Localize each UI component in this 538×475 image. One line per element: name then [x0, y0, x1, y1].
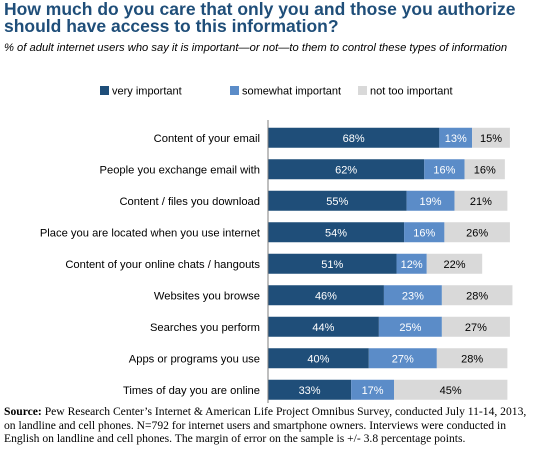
bar-not-too-important	[441, 285, 513, 306]
legend-swatch-very-important	[100, 86, 109, 95]
legend-label-somewhat-important: somewhat important	[242, 86, 341, 98]
bar-somewhat-important	[351, 379, 394, 400]
data-label-very-important: 44%	[312, 322, 334, 334]
bar-not-too-important	[436, 348, 508, 369]
bar-somewhat-important	[378, 316, 442, 337]
data-label-not-too-important: 15%	[480, 133, 502, 145]
data-label-somewhat-important: 27%	[392, 353, 414, 365]
data-label-not-too-important: 28%	[461, 353, 483, 365]
data-label-not-too-important: 27%	[465, 322, 487, 334]
bar-not-too-important	[454, 190, 508, 211]
bar-somewhat-important	[396, 253, 427, 274]
data-label-somewhat-important: 16%	[413, 227, 435, 239]
data-label-not-too-important: 22%	[443, 259, 465, 271]
data-label-somewhat-important: 25%	[399, 322, 421, 334]
legend-swatch-somewhat-important	[230, 86, 239, 95]
bar-not-too-important	[472, 127, 510, 148]
bar-very-important	[268, 316, 379, 337]
bar-very-important	[268, 285, 384, 306]
category-label: Content / files you download	[119, 196, 260, 208]
category-label: Times of day you are online	[123, 385, 260, 397]
bar-very-important	[268, 127, 440, 148]
chart-title: How much do you care that only you and t…	[4, 0, 516, 36]
bar-very-important	[268, 190, 407, 211]
data-label-very-important: 46%	[315, 290, 337, 302]
legend-label-very-important: very important	[112, 86, 182, 98]
bar-somewhat-important	[406, 190, 455, 211]
data-label-very-important: 40%	[307, 353, 329, 365]
bar-somewhat-important	[404, 222, 445, 243]
bar-not-too-important	[444, 222, 510, 243]
data-label-very-important: 54%	[325, 227, 347, 239]
data-label-somewhat-important: 13%	[445, 133, 467, 145]
data-label-not-too-important: 45%	[440, 385, 462, 397]
bar-very-important	[268, 253, 397, 274]
data-label-very-important: 55%	[326, 196, 348, 208]
data-label-not-too-important: 28%	[466, 290, 488, 302]
legend-label-not-too-important: not too important	[370, 86, 453, 98]
bar-very-important	[268, 348, 369, 369]
data-label-not-too-important: 26%	[466, 227, 488, 239]
bar-somewhat-important	[424, 159, 465, 180]
data-label-somewhat-important: 19%	[420, 196, 442, 208]
category-label: Websites you browse	[154, 290, 260, 302]
data-label-somewhat-important: 16%	[433, 164, 455, 176]
bar-somewhat-important	[383, 285, 442, 306]
data-label-not-too-important: 16%	[474, 164, 496, 176]
category-label: Searches you perform	[150, 322, 260, 334]
stacked-bar-chart: very important somewhat important not too …	[40, 86, 513, 403]
source-label: Source:	[4, 405, 42, 418]
chart-subtitle: % of adult internet users who say it is …	[4, 42, 508, 54]
data-label-very-important: 62%	[335, 164, 357, 176]
data-label-somewhat-important: 23%	[402, 290, 424, 302]
bar-somewhat-important	[368, 348, 437, 369]
bar-not-too-important	[426, 253, 483, 274]
source-note: Source: Pew Research Center’s Internet &…	[4, 405, 532, 446]
legend-swatch-not-too-important	[358, 86, 367, 95]
bar-very-important	[268, 379, 352, 400]
data-label-somewhat-important: 12%	[401, 259, 423, 271]
data-label-somewhat-important: 17%	[362, 385, 384, 397]
bar-not-too-important	[394, 379, 508, 400]
bar-not-too-important	[464, 159, 505, 180]
category-label: Place you are located when you use inter…	[40, 227, 261, 239]
data-label-very-important: 51%	[321, 259, 343, 271]
source-text: Pew Research Center’s Internet & America…	[4, 405, 527, 445]
category-label: Apps or programs you use	[129, 353, 260, 365]
category-label: Content of your online chats / hangouts	[65, 259, 260, 271]
data-label-very-important: 33%	[299, 385, 321, 397]
bar-very-important	[268, 222, 405, 243]
bar-not-too-important	[441, 316, 510, 337]
data-label-very-important: 68%	[343, 133, 365, 145]
category-label: Content of your email	[154, 133, 260, 145]
bar-somewhat-important	[439, 127, 473, 148]
bar-very-important	[268, 159, 425, 180]
data-label-not-too-important: 21%	[470, 196, 492, 208]
category-label: People you exchange email with	[100, 164, 260, 176]
